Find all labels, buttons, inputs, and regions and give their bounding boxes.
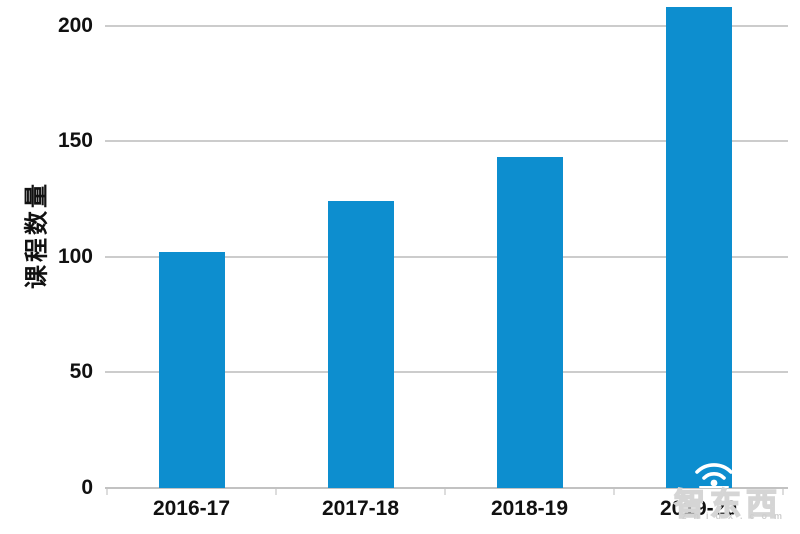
x-axis-boundary-tick bbox=[275, 489, 277, 495]
x-tick-label: 2018-19 bbox=[490, 497, 569, 520]
gridline bbox=[105, 371, 788, 373]
x-tick-label: 2017-18 bbox=[321, 497, 400, 520]
y-tick-label: 50 bbox=[69, 360, 93, 383]
y-tick-label: 150 bbox=[57, 129, 93, 152]
x-tick-label: 2016-17 bbox=[152, 497, 231, 520]
y-tick-label: 0 bbox=[81, 475, 93, 499]
bar-2016-17 bbox=[158, 251, 225, 488]
x-axis-boundary-tick bbox=[444, 489, 446, 495]
x-tick-label: 2019-20 bbox=[659, 497, 738, 520]
y-tick-label: 200 bbox=[57, 13, 93, 37]
x-axis-boundary-tick bbox=[782, 489, 784, 495]
x-axis-boundary-tick bbox=[106, 489, 108, 495]
bar-2017-18 bbox=[327, 201, 394, 488]
x-axis-boundary-tick bbox=[613, 489, 615, 495]
gridline bbox=[105, 24, 788, 27]
gridline bbox=[105, 140, 788, 142]
bar-2018-19 bbox=[496, 157, 563, 488]
gridline bbox=[105, 255, 788, 258]
gridline bbox=[105, 486, 788, 489]
y-axis-label: 课程数量 bbox=[23, 181, 51, 289]
bar-2019-20 bbox=[665, 7, 732, 488]
y-tick-label: 100 bbox=[57, 244, 93, 268]
